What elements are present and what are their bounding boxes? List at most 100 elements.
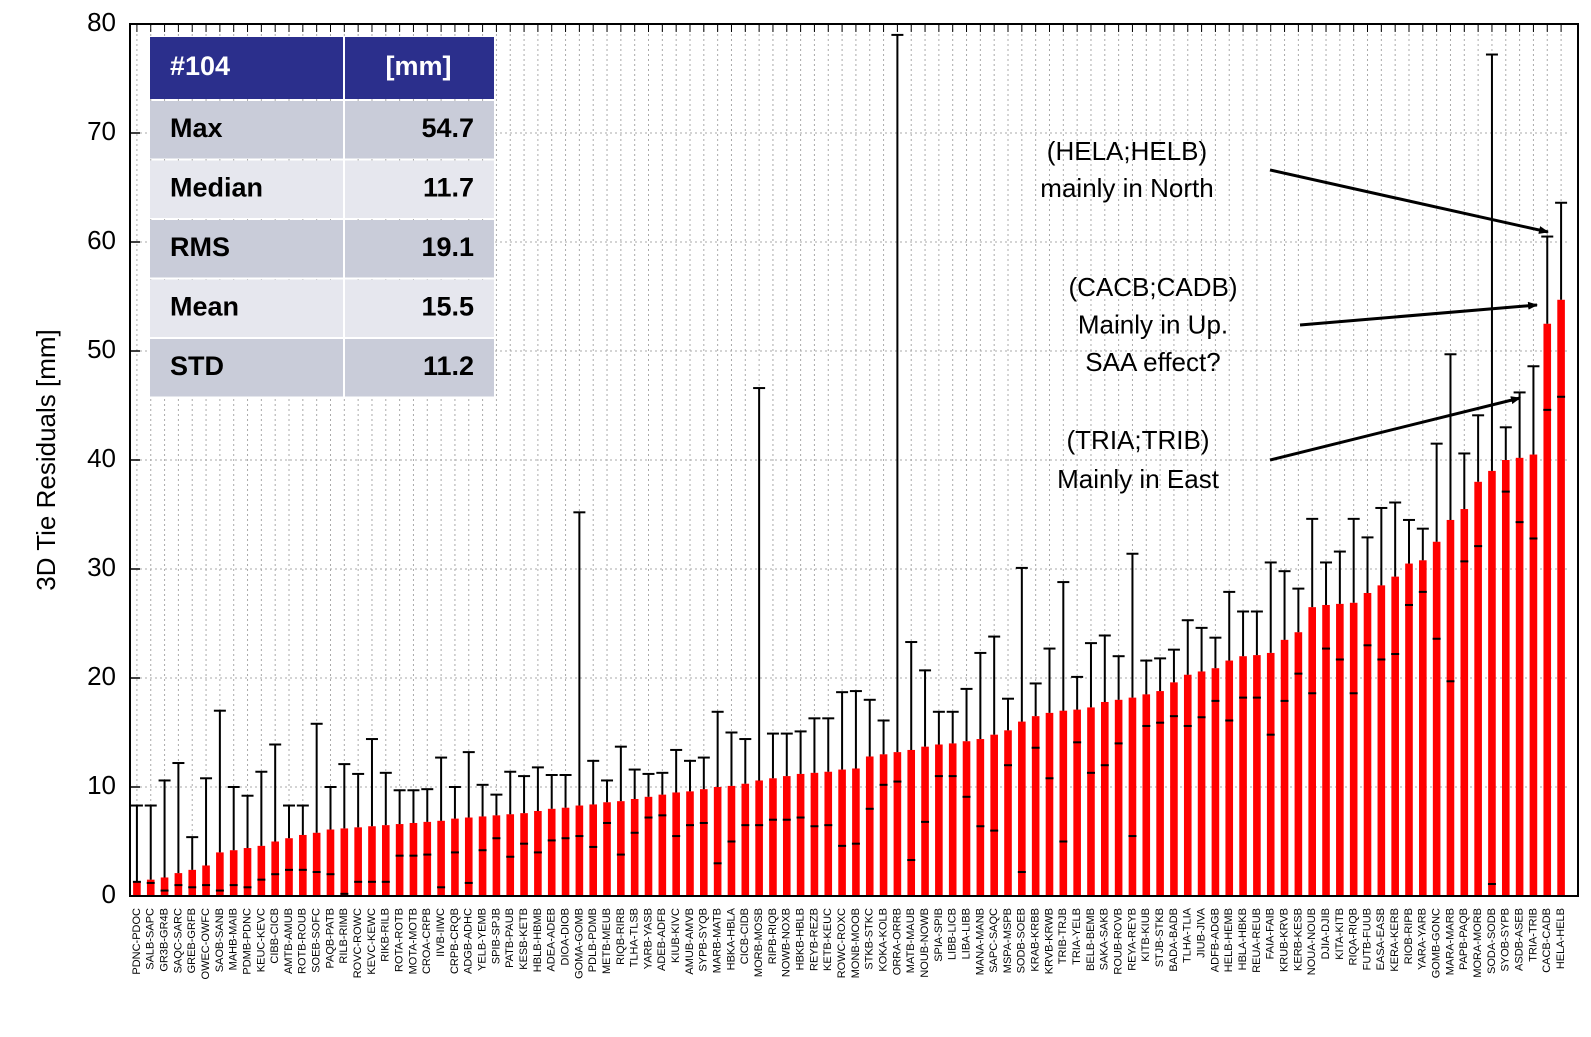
bar xyxy=(1211,668,1220,896)
x-tick-label: PAQB-PATB xyxy=(324,908,336,969)
x-tick-label: RIOB-RIPB xyxy=(1403,908,1415,964)
x-tick-label: MAHB-MAIB xyxy=(228,908,240,970)
bar xyxy=(381,825,390,896)
bar xyxy=(617,801,625,896)
bar xyxy=(1225,660,1234,896)
x-tick-label: BADA-BADB xyxy=(1168,908,1180,972)
x-tick-label: TRIB-TRJB xyxy=(1057,908,1069,964)
bar xyxy=(506,814,515,896)
y-tick-label: 40 xyxy=(87,443,116,473)
x-tick-label: OWEC-OWFC xyxy=(200,908,212,980)
x-tick-label: ROUB-ROVB xyxy=(1113,908,1125,975)
x-tick-label: PAPB-PAQB xyxy=(1458,908,1470,970)
bar xyxy=(962,741,971,896)
x-tick-label: ORRA-ORRB xyxy=(891,908,903,975)
bar xyxy=(672,792,680,896)
x-tick-label: GOMA-GOMB xyxy=(573,908,585,979)
bar xyxy=(1253,655,1261,896)
x-tick-label: MARA-MARB xyxy=(1444,908,1456,975)
x-tick-label: RIQA-RIQB xyxy=(1348,908,1360,965)
bar xyxy=(769,778,777,896)
x-tick-label: YELB-YEMB xyxy=(476,908,488,971)
x-tick-label: KRVB-KRWB xyxy=(1043,908,1055,974)
table-cell: RMS xyxy=(170,232,230,262)
bar xyxy=(1308,607,1317,896)
bar xyxy=(1391,576,1399,896)
bar xyxy=(1363,592,1372,896)
x-tick-label: MATB-MAUB xyxy=(905,908,917,973)
x-tick-label: ADFB-ADGB xyxy=(1209,908,1221,972)
bar xyxy=(1239,656,1247,896)
annotation: (CACB;CADB) xyxy=(1068,272,1237,302)
bar xyxy=(700,789,708,896)
bar xyxy=(1004,730,1012,896)
bar xyxy=(1377,585,1386,896)
annotation: SAA effect? xyxy=(1085,347,1220,377)
bar xyxy=(1543,323,1552,896)
x-tick-label: ROTA-ROTB xyxy=(394,908,406,972)
x-tick-label: SPIB-SPJB xyxy=(490,908,502,964)
bar xyxy=(948,743,957,896)
bar xyxy=(1018,721,1026,896)
table-header: #104 xyxy=(170,51,230,81)
x-tick-label: MSPA-MSPB xyxy=(1002,908,1014,973)
bar xyxy=(990,734,998,896)
bar xyxy=(1474,481,1482,896)
bar xyxy=(1142,694,1151,896)
bar xyxy=(229,850,238,896)
x-tick-label: GR3B-GR4B xyxy=(158,908,170,972)
bar xyxy=(133,881,141,896)
bar xyxy=(146,879,155,896)
x-tick-label: AMUB-AMVB xyxy=(684,908,696,975)
x-tick-label: CACB-CADB xyxy=(1541,908,1553,973)
bar xyxy=(354,827,362,896)
bar xyxy=(824,771,833,896)
table-header-bg xyxy=(150,37,494,99)
x-tick-label: PATB-PAUB xyxy=(504,908,516,968)
x-tick-label: MARB-MATB xyxy=(712,908,724,973)
bar xyxy=(713,787,722,896)
bar xyxy=(423,821,432,896)
table-cell: Mean xyxy=(170,291,239,321)
y-tick-label: 70 xyxy=(87,116,116,146)
x-tick-label: SAQC-SARC xyxy=(172,908,184,973)
bar xyxy=(1349,602,1358,896)
bar xyxy=(1266,652,1275,896)
table-row-bg xyxy=(345,220,494,278)
y-tick-label: 20 xyxy=(87,661,116,691)
annotation: (HELA;HELB) xyxy=(1047,136,1207,166)
x-tick-label: SAOB-SANB xyxy=(214,908,226,972)
x-tick-label: ROVC-ROWC xyxy=(352,908,364,978)
x-tick-label: JIUB-JIVA xyxy=(1195,907,1207,958)
table-cell: 15.5 xyxy=(421,291,474,321)
bar xyxy=(1501,460,1510,896)
table-cell: 11.7 xyxy=(423,172,474,202)
x-tick-label: HELB-HEMB xyxy=(1223,908,1235,972)
x-tick-label: KRUB-KRVB xyxy=(1278,908,1290,972)
x-tick-label: YARB-YASB xyxy=(642,908,654,969)
x-tick-label: SODA-SODB xyxy=(1486,908,1498,974)
x-tick-label: ASDB-ASEB xyxy=(1514,908,1526,971)
x-tick-label: ROTB-ROUB xyxy=(297,908,309,974)
bar xyxy=(1280,639,1289,896)
bar xyxy=(686,791,694,896)
bar xyxy=(299,834,307,896)
table-row-bg xyxy=(150,220,343,278)
x-tick-label: CIBB-CICB xyxy=(269,908,281,964)
x-tick-label: KIUB-KIVC xyxy=(670,908,682,963)
bar xyxy=(216,852,224,896)
table-row-bg xyxy=(150,279,343,337)
x-tick-label: FAIA-FAIB xyxy=(1265,908,1277,959)
x-tick-label: SYOB-SYPB xyxy=(1500,908,1512,972)
bar xyxy=(796,773,805,896)
bar xyxy=(492,815,501,896)
table-row-bg xyxy=(150,101,343,159)
annotation-arrow xyxy=(1269,396,1521,462)
x-tick-label: REYA-REYB xyxy=(1126,908,1138,971)
bar xyxy=(1197,671,1206,896)
bar xyxy=(1059,710,1068,896)
annotation: (TRIA;TRIB) xyxy=(1067,425,1210,455)
x-tick-label: ADGB-ADHC xyxy=(463,908,475,974)
x-tick-label: TLHA-TLSB xyxy=(629,908,641,967)
x-tick-label: SAKA-SAKB xyxy=(1099,908,1111,970)
